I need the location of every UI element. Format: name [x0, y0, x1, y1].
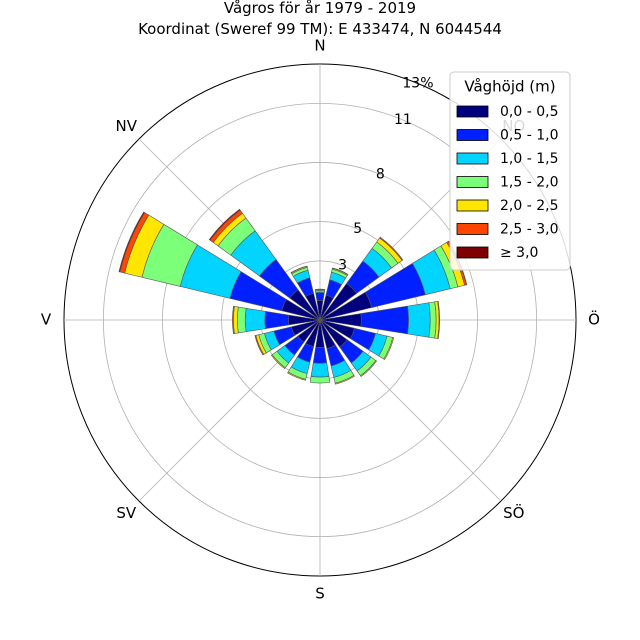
radial-tick-label: 3 — [338, 257, 347, 273]
rose-bar-segment — [254, 335, 265, 356]
direction-label: SÖ — [503, 503, 524, 522]
legend-title: Våghöjd (m) — [464, 78, 555, 96]
direction-label: Ö — [588, 310, 600, 329]
rose-bar-segment — [244, 307, 266, 333]
rose-bar-segment — [232, 305, 235, 335]
chart-title: Vågros för år 1979 - 2019 — [224, 0, 416, 17]
rose-bar-segment — [264, 311, 290, 329]
radial-tick-label: 13% — [402, 75, 433, 91]
rose-bar-segment — [309, 376, 331, 384]
rose-bar-segment — [360, 360, 377, 377]
legend-entry-label: ≥ 3,0 — [500, 245, 538, 261]
rose-bar-segment — [428, 301, 437, 339]
rose-bar-segment — [290, 265, 308, 274]
legend-swatch — [456, 105, 489, 118]
rose-bar-segment — [315, 292, 325, 301]
rose-bar-segment — [236, 306, 247, 334]
legend-swatch — [456, 152, 489, 165]
rose-bar-segment — [118, 211, 145, 273]
direction-label: N — [314, 37, 325, 55]
legend-swatch — [456, 129, 489, 141]
legend-swatch — [456, 176, 489, 188]
rose-bar-segment — [208, 208, 241, 241]
legend: Våghöjd (m) 0,0 - 0,5 0,5 - 1,0 1,0 - 1,5 1,… — [449, 71, 571, 271]
direction-label: V — [41, 311, 52, 329]
legend-entry-label: 0,0 - 0,5 — [500, 104, 558, 120]
legend-entry-label: 1,0 - 1,5 — [500, 151, 558, 167]
legend-entry-label: 2,5 - 3,0 — [500, 222, 558, 238]
rose-bar-segment — [379, 236, 404, 261]
radial-tick-label: 5 — [353, 221, 362, 237]
rose-bar-segment — [407, 302, 431, 338]
legend-swatch — [456, 246, 489, 259]
rose-bar-segment — [383, 337, 395, 361]
rose-bar-segment — [360, 305, 409, 335]
legend-entry-label: 1,5 - 2,0 — [500, 175, 558, 191]
legend-swatch — [456, 199, 489, 212]
rose-bars — [118, 208, 468, 385]
radial-tick-label: 11 — [394, 112, 412, 128]
legend-frame — [449, 71, 571, 271]
rose-bar-segment — [334, 374, 355, 385]
legend-swatch — [456, 223, 489, 235]
rose-bar-segment — [437, 300, 440, 340]
legend-entry-label: 0,5 - 1,0 — [500, 128, 558, 144]
direction-label: NV — [116, 117, 138, 135]
rose-bar-segment — [287, 371, 307, 381]
legend-entry-label: 2,0 - 2,5 — [500, 198, 558, 214]
radial-tick-label: 8 — [376, 166, 385, 182]
chart-subtitle: Koordinat (Sweref 99 TM): E 433474, N 60… — [138, 20, 502, 38]
direction-label: S — [315, 585, 325, 603]
rose-bar-segment — [310, 362, 330, 378]
rose-bar-segment — [314, 288, 326, 291]
rose-bar-segment — [312, 346, 328, 364]
rose-bar-segment — [270, 354, 286, 370]
rose-bar-segment — [332, 267, 349, 276]
direction-label: SV — [116, 504, 137, 522]
